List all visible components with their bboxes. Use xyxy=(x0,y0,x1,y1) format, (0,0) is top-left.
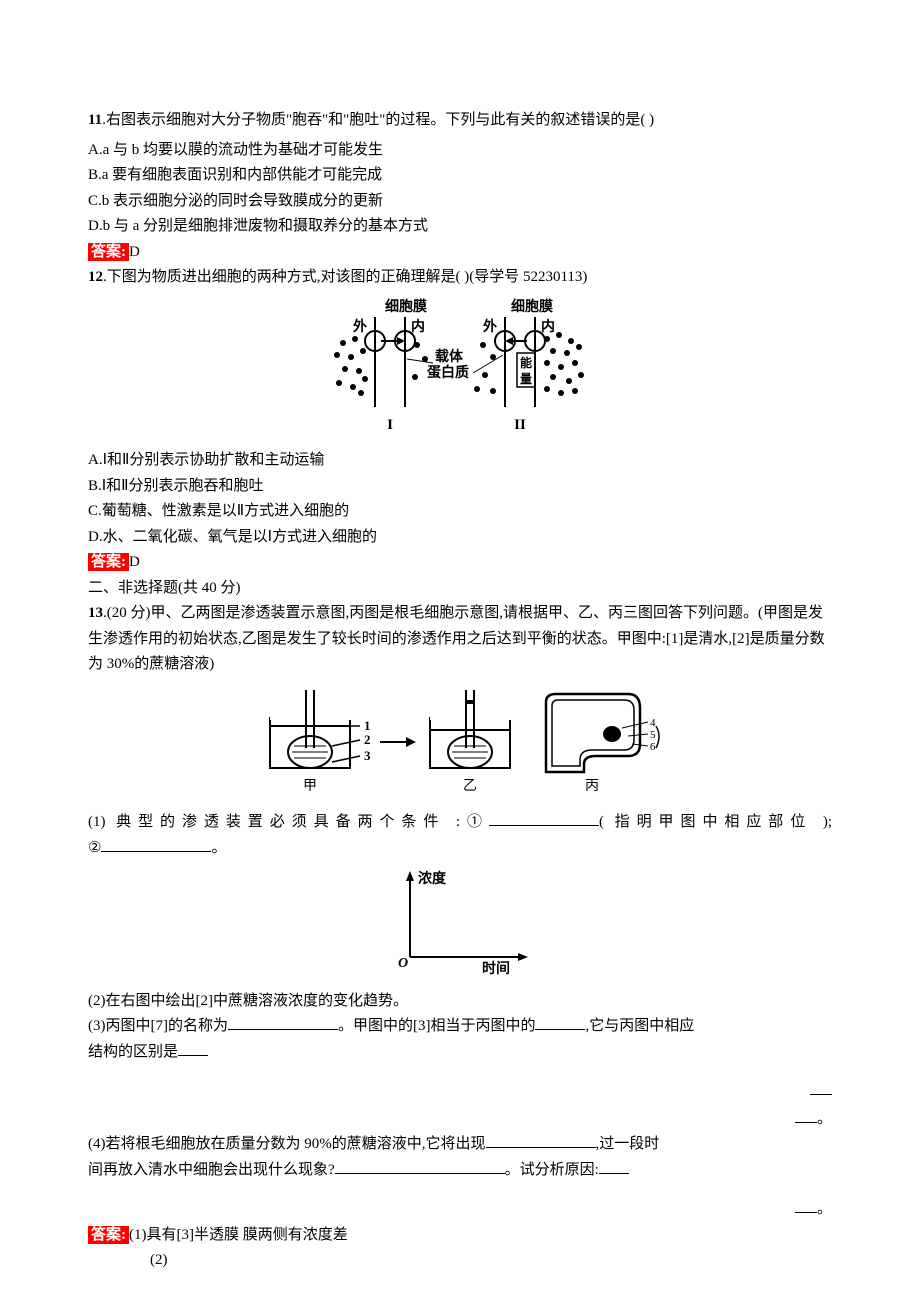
q11-opt-b: B.a 要有细胞表面识别和内部供能才可能完成 xyxy=(88,163,832,189)
label-inner-right: 内 xyxy=(541,318,555,335)
q13-number: 13 xyxy=(88,605,103,621)
fill-blank[interactable] xyxy=(599,1159,629,1174)
label-membrane-right: 细胞膜 xyxy=(511,298,553,315)
q13-part4-line2: 间再放入清水中细胞会出现什么现象? 。试分析原因: xyxy=(88,1158,832,1184)
fill-blank[interactable] xyxy=(178,1041,208,1056)
q13-part1: (1) 典型的渗透装置必须具备两个条件 :① ( 指明甲图中相应部位 ); xyxy=(88,810,832,836)
fill-blank[interactable] xyxy=(535,1015,585,1030)
q13-d-label1: 1 xyxy=(364,718,371,733)
label-carrier-bot: 蛋白质 xyxy=(427,364,469,381)
q13-part3: (3)丙图中[7]的名称为 。甲图中的[3]相当于丙图中的 ,它与丙图中相应 xyxy=(88,1014,832,1040)
label-outer-right: 外 xyxy=(483,318,497,335)
fill-blank[interactable] xyxy=(228,1015,338,1030)
answer-label: 答案: xyxy=(88,243,129,261)
axis-y-label: 浓度 xyxy=(418,870,447,887)
q13-part3-mid: 。甲图中的[3]相当于丙图中的 xyxy=(338,1018,536,1034)
label-energy-bot: 量 xyxy=(520,372,532,386)
q13-axis-svg: 浓度 O 时间 xyxy=(370,867,550,977)
answer-value: D xyxy=(129,244,140,260)
q12-opt-a: A.Ⅰ和Ⅱ分别表示协助扩散和主动运输 xyxy=(88,448,832,474)
label-carrier-top: 载体 xyxy=(435,348,464,365)
q13-d-label4: 4 xyxy=(650,717,656,729)
q12-diagram-svg: 细胞膜 外 内 I 载体 蛋白质 细胞膜 外 内 能 xyxy=(325,297,595,437)
section-2-header: 二、非选择题(共 40 分) xyxy=(88,576,832,602)
q13-d-label5: 5 xyxy=(650,729,656,741)
q12-number: 12 xyxy=(88,269,103,285)
fill-blank[interactable] xyxy=(335,1159,505,1174)
q13-part3-line2: 结构的区别是 xyxy=(88,1040,832,1066)
q13-diagram-svg: 1 2 3 甲 乙 4 5 6 7 丙 xyxy=(260,684,660,799)
q12-answer: 答案:D xyxy=(88,550,832,576)
q13-diagram: 1 2 3 甲 乙 4 5 6 7 丙 xyxy=(88,684,832,809)
q13-cap-jia: 甲 xyxy=(303,779,317,794)
label-inner-left: 内 xyxy=(411,318,425,335)
q13-part4-pre: (4)若将根毛细胞放在质量分数为 90%的蔗糖溶液中,它将出现 xyxy=(88,1136,486,1152)
axis-x-label: 时间 xyxy=(482,960,510,977)
q11-opt-d: D.b 与 a 分别是细胞排泄废物和摄取养分的基本方式 xyxy=(88,214,832,240)
label-I: I xyxy=(387,417,393,433)
q12-opt-b: B.Ⅰ和Ⅱ分别表示胞吞和胞吐 xyxy=(88,474,832,500)
q13-part3-line2-text: 结构的区别是 xyxy=(88,1044,178,1060)
q13-d-label6: 6 xyxy=(650,741,656,753)
question-11: 11.右图表示细胞对大分子物质"胞吞"和"胞吐"的过程。下列与此有关的叙述错误的… xyxy=(88,108,832,134)
q13-part3-pre: (3)丙图中[7]的名称为 xyxy=(88,1018,228,1034)
question-13: 13.(20 分)甲、乙两图是渗透装置示意图,丙图是根毛细胞示意图,请根据甲、乙… xyxy=(88,601,832,678)
q13-part1-line2-pre: ② xyxy=(88,840,101,856)
answer-label: 答案: xyxy=(88,1226,129,1244)
period: 。 xyxy=(817,1201,832,1217)
q13-text: .(20 分)甲、乙两图是渗透装置示意图,丙图是根毛细胞示意图,请根据甲、乙、丙… xyxy=(88,605,825,672)
fill-blank[interactable] xyxy=(795,1108,817,1123)
trail-blank-2: 。 xyxy=(88,1107,832,1133)
question-12: 12.下图为物质进出细胞的两种方式,对该图的正确理解是( )(导学号 52230… xyxy=(88,265,832,291)
label-membrane-left: 细胞膜 xyxy=(385,298,427,315)
q12-opt-d: D.水、二氧化碳、氧气是以Ⅰ方式进入细胞的 xyxy=(88,525,832,551)
q11-number: 11 xyxy=(88,112,102,128)
q13-part4-post: ,过一段时 xyxy=(596,1136,660,1152)
q11-answer: 答案:D xyxy=(88,240,832,266)
q13-cap-yi: 乙 xyxy=(463,778,477,794)
q11-opt-c: C.b 表示细胞分泌的同时会导致膜成分的更新 xyxy=(88,189,832,215)
q13-part4-line2-pre: 间再放入清水中细胞会出现什么现象? xyxy=(88,1162,335,1178)
q13-answer2: (2) xyxy=(88,1248,832,1274)
fill-blank[interactable] xyxy=(795,1198,817,1213)
trail-blank-3: 。 xyxy=(88,1197,832,1223)
q12-diagram: 细胞膜 外 内 I 载体 蛋白质 细胞膜 外 内 能 xyxy=(88,297,832,447)
trail-blank-1 xyxy=(88,1079,832,1105)
label-II: II xyxy=(514,417,526,433)
q13-answer1: (1)具有[3]半透膜 膜两侧有浓度差 xyxy=(129,1227,348,1243)
fill-blank[interactable] xyxy=(486,1133,596,1148)
answer-value: D xyxy=(129,554,140,570)
q13-cap-bing: 丙 xyxy=(585,779,599,794)
q11-opt-a: A.a 与 b 均要以膜的流动性为基础才可能发生 xyxy=(88,138,832,164)
q13-answer: 答案:(1)具有[3]半透膜 膜两侧有浓度差 xyxy=(88,1223,832,1249)
axis-origin: O xyxy=(398,956,408,971)
answer-label: 答案: xyxy=(88,553,129,571)
fill-blank[interactable] xyxy=(101,837,211,852)
q13-part1-line2: ②。 xyxy=(88,836,832,862)
q13-part2: (2)在右图中绘出[2]中蔗糖溶液浓度的变化趋势。 xyxy=(88,989,832,1015)
q12-opt-c: C.葡萄糖、性激素是以Ⅱ方式进入细胞的 xyxy=(88,499,832,525)
q12-text: .下图为物质进出细胞的两种方式,对该图的正确理解是( )(导学号 5223011… xyxy=(103,269,587,285)
q13-part4: (4)若将根毛细胞放在质量分数为 90%的蔗糖溶液中,它将出现 ,过一段时 xyxy=(88,1132,832,1158)
period: 。 xyxy=(817,1111,832,1127)
fill-blank[interactable] xyxy=(810,1080,832,1095)
q13-part1-pre: (1) 典型的渗透装置必须具备两个条件 :① xyxy=(88,814,489,830)
period: 。 xyxy=(211,840,226,856)
q13-axis-chart: 浓度 O 时间 xyxy=(88,867,832,987)
q11-text: .右图表示细胞对大分子物质"胞吞"和"胞吐"的过程。下列与此有关的叙述错误的是(… xyxy=(102,112,654,128)
fill-blank[interactable] xyxy=(489,811,599,826)
q13-d-label2: 2 xyxy=(364,732,371,747)
label-outer-left: 外 xyxy=(353,318,367,335)
q13-part1-post: ( 指明甲图中相应部位 ); xyxy=(599,814,832,830)
label-energy-top: 能 xyxy=(520,355,532,370)
q13-d-label3: 3 xyxy=(364,748,371,763)
q13-part3-post: ,它与丙图中相应 xyxy=(585,1018,694,1034)
q13-part4-line2-post: 。试分析原因: xyxy=(505,1162,599,1178)
